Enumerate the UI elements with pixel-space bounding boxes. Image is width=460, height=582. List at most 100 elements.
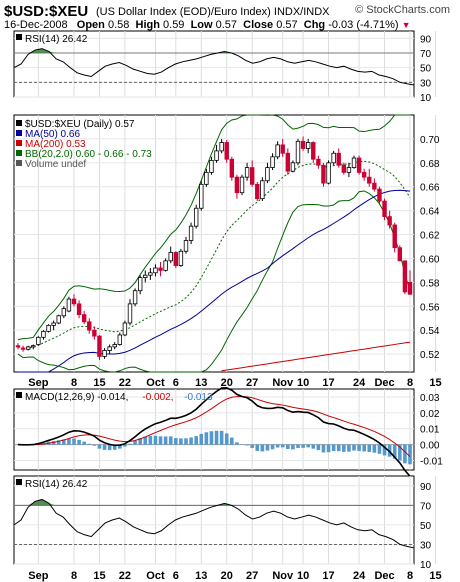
candle-body	[183, 240, 189, 252]
macd-histogram-bar	[392, 444, 397, 459]
candle-body	[158, 267, 163, 271]
rsi-bottom-legend-label: RSI(14) 26.42	[25, 479, 88, 490]
rsi-top-legend-swatch	[16, 34, 22, 40]
candle-body	[285, 152, 291, 172]
candle-body	[178, 250, 184, 267]
candle-body	[137, 277, 143, 292]
macd-histogram-bar	[275, 444, 280, 448]
macd-histogram-bar	[280, 444, 285, 448]
macd-histogram-bar	[398, 444, 402, 461]
rsi-bottom-y-tick-label: 50	[420, 521, 432, 532]
macd-histogram-bar	[270, 444, 275, 450]
candle-body	[244, 167, 250, 178]
x-axis-label: 13	[195, 377, 207, 389]
ohlc-summary: 16-Dec-2008 Open 0.58 High 0.59 Low 0.57…	[4, 19, 411, 31]
x-axis-label: 27	[246, 377, 258, 389]
rsi-top-y-tick-label: 50	[420, 64, 432, 75]
rsi-top-legend-label: RSI(14) 26.42	[25, 34, 88, 45]
macd-histogram-bar	[316, 444, 321, 451]
macd-histogram-bar	[184, 438, 188, 445]
candle-body	[295, 140, 301, 164]
macd-histogram-bar	[92, 444, 97, 446]
macd-y-tick-label: 0.03	[420, 393, 440, 404]
macd-y-tick-label: -0.01	[420, 456, 443, 467]
price-y-tick-label: 0.58	[420, 278, 440, 289]
rsi-top-panel-frame	[13, 30, 415, 98]
candle-body	[97, 335, 102, 357]
candle-body	[107, 346, 112, 351]
macd-histogram-bar	[174, 438, 178, 445]
candle-body	[71, 298, 77, 305]
price-legend-swatch	[16, 140, 22, 146]
macd-histogram-bar	[62, 439, 66, 445]
bollinger-upper-line	[17, 114, 410, 341]
candle-body	[392, 224, 397, 249]
candle-body	[229, 158, 235, 178]
candle-body	[66, 298, 72, 312]
price-legend-swatch	[16, 150, 22, 156]
price-y-tick-label: 0.56	[420, 302, 440, 313]
candle-body	[168, 252, 173, 262]
price-y-tick-label: 0.66	[420, 183, 440, 194]
macd-histogram-bar	[336, 444, 341, 452]
candle-body	[132, 290, 138, 305]
candle-body	[219, 142, 224, 152]
candle-body	[143, 274, 148, 278]
macd-histogram-bar	[347, 444, 351, 452]
macd-histogram-bar	[97, 444, 102, 449]
macd-histogram-bar	[67, 438, 71, 445]
x-axis-label: 20	[221, 570, 233, 582]
x-axis-label: 8	[407, 570, 413, 582]
x-axis-label: 22	[119, 570, 131, 582]
candle-body	[397, 247, 403, 262]
x-axis-label: 8	[407, 377, 413, 389]
x-axis-label: Sep	[28, 377, 48, 389]
price-y-tick-label: 0.64	[420, 207, 440, 218]
x-axis-label: Nov	[272, 377, 294, 389]
x-axis-label: 6	[173, 377, 179, 389]
macd-histogram-bar	[250, 444, 254, 448]
candle-body	[31, 345, 36, 348]
macd-legend-swatch	[16, 392, 22, 398]
macd-histogram-bar	[296, 444, 300, 448]
x-axis-label: 10	[297, 570, 309, 582]
macd-line	[17, 387, 411, 477]
bollinger-lower-line	[17, 190, 411, 373]
candle-body	[188, 225, 194, 241]
candle-body	[224, 142, 229, 160]
symbol-title: $USD:$XEU	[4, 3, 89, 20]
price-y-tick-label: 0.70	[420, 135, 440, 146]
candle-body	[148, 272, 153, 276]
macd-histogram-bar	[199, 433, 204, 445]
macd-histogram-bar	[301, 444, 305, 448]
macd-histogram-bar	[265, 444, 270, 451]
macd-histogram-bar	[321, 444, 326, 453]
macd-histogram-bar	[189, 437, 193, 445]
candle-body	[51, 322, 56, 326]
candle-body	[260, 180, 265, 200]
rsi-top-y-tick-label: 70	[420, 49, 432, 60]
macd-histogram-bar	[331, 444, 336, 452]
price-legend-swatch	[16, 160, 22, 166]
rsi-top-y-tick-label: 90	[420, 34, 432, 45]
macd-histogram-bar	[204, 432, 209, 445]
down-arrow-icon: ▼	[401, 20, 411, 30]
x-axis-label: 17	[322, 377, 334, 389]
bollinger-middle-line	[17, 160, 411, 349]
macd-histogram-bar	[56, 440, 61, 445]
rsi-bottom-y-tick-label: 70	[420, 501, 432, 512]
price-legend-label: Volume undef	[25, 159, 86, 170]
candle-body	[117, 334, 123, 345]
candle-body	[361, 171, 367, 178]
macd-histogram-bar	[362, 444, 366, 452]
macd-histogram-bar	[367, 444, 372, 453]
x-axis-label: Oct	[146, 377, 165, 389]
x-axis-label: Nov	[272, 570, 294, 582]
x-axis-label: Sep	[28, 570, 48, 582]
rsi-top-line	[13, 48, 415, 86]
macd-histogram-bar	[158, 436, 163, 445]
candle-body	[341, 164, 347, 173]
macd-histogram-bar	[194, 436, 198, 445]
candle-body	[36, 336, 41, 345]
macd-histogram-bar	[219, 430, 224, 445]
